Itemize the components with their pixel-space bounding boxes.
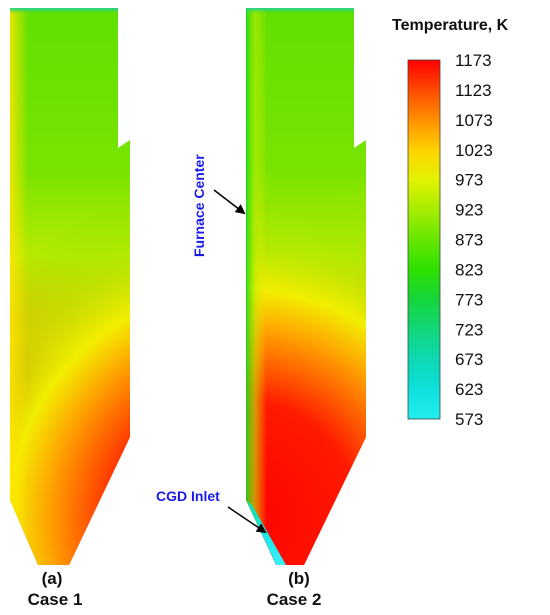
- contour-panel-case-2: [246, 8, 366, 565]
- colorbar-tick-label: 973: [455, 171, 483, 190]
- colorbar-tick-label: 923: [455, 201, 483, 220]
- colorbar-tick-label: 873: [455, 231, 483, 250]
- colorbar-tick-label: 1073: [455, 111, 493, 130]
- colorbar-gradient: [407, 59, 441, 420]
- panel-letter-a: (a): [42, 569, 63, 588]
- colorbar-tick-label: 1173: [455, 51, 492, 70]
- colorbar-title: Temperature, K: [392, 17, 509, 34]
- furnace-center-arrow: [213, 189, 246, 215]
- colorbar-tick-label: 573: [455, 410, 483, 429]
- colorbar-tick-label: 1023: [455, 141, 493, 160]
- colorbar-tick-label: 673: [455, 350, 483, 369]
- cgd-inlet-annotation: CGD Inlet: [156, 488, 267, 534]
- colorbar-tick-label: 723: [455, 320, 483, 339]
- colorbar-tick-label: 1123: [455, 81, 492, 100]
- colorbar: Temperature, K 1173 1123 1073 1023 973 923 873…: [392, 17, 509, 429]
- colorbar-tick-label: 823: [455, 260, 483, 279]
- cgd-inlet-arrow: [227, 506, 267, 534]
- panel-caption-case-1: Case 1: [28, 590, 83, 609]
- panel-letter-b: (b): [288, 569, 310, 588]
- colorbar-ticks: 1173 1123 1073 1023 973 923 873 823 773 723 673 623…: [455, 51, 493, 429]
- panel-caption-case-2: Case 2: [267, 590, 322, 609]
- colorbar-tick-label: 773: [455, 290, 483, 309]
- furnace-center-label: Furnace Center: [191, 154, 207, 257]
- furnace-center-annotation: Furnace Center: [191, 154, 246, 257]
- cgd-inlet-label: CGD Inlet: [156, 488, 220, 504]
- colorbar-tick-label: 623: [455, 380, 483, 399]
- contour-panel-case-1: [10, 8, 130, 565]
